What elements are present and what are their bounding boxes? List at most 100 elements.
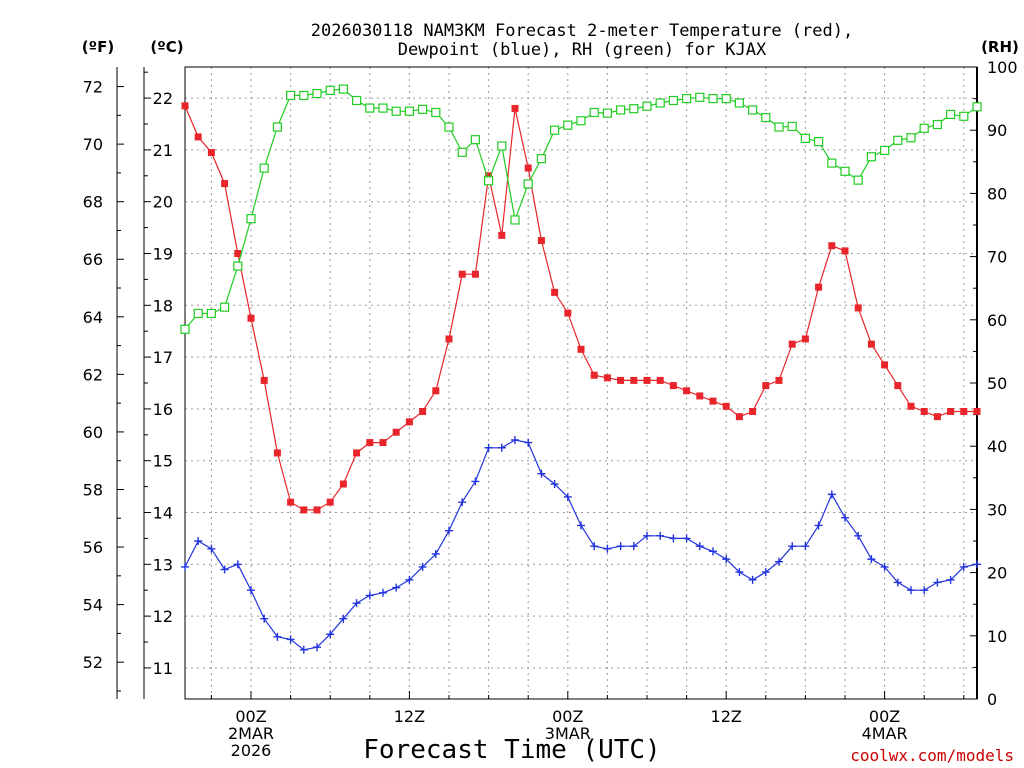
data-point [973,560,981,569]
data-point [339,614,348,623]
data-point [709,397,717,405]
data-point [352,95,362,106]
data-point [774,122,784,132]
data-point [775,557,783,566]
data-point [549,125,560,135]
celsius-axis-unit: (ºC) [150,38,183,56]
data-point [577,521,585,530]
data-point [180,324,190,334]
data-point [246,214,256,224]
data-point [431,107,441,118]
data-point [471,270,479,278]
chart-title-line2: Dewpoint (blue), RH (green) for KJAX [398,40,767,60]
rh-tick-label: 30 [987,500,1007,519]
data-point [947,407,955,415]
data-point [853,175,863,185]
data-point [920,407,928,415]
data-point [498,231,506,239]
data-point [630,376,638,384]
data-point [563,492,572,501]
data-point [642,101,652,111]
x-tick-label: 2026 [231,741,272,760]
data-point [458,498,467,507]
data-point [643,531,651,540]
data-point [907,402,915,410]
data-point [233,261,243,271]
data-point [220,565,229,574]
data-point [485,172,493,180]
data-point [523,179,533,189]
data-point [747,105,758,115]
fahrenheit-tick-label: 66 [83,250,103,269]
data-point [722,402,730,410]
fahrenheit-tick-label: 58 [83,480,103,499]
data-point [960,407,968,415]
rh-tick-label: 50 [987,374,1007,393]
data-point [206,308,216,319]
fahrenheit-tick-label: 54 [83,596,103,615]
data-point [735,413,743,421]
data-point [272,122,282,132]
data-point [629,104,639,114]
data-point [616,542,625,551]
data-point [906,133,916,143]
data-point [431,549,440,558]
x-tick-label: 00Z [235,707,266,726]
data-point [550,480,559,489]
data-point [880,562,889,571]
data-point [893,578,902,587]
data-point [828,242,836,250]
fahrenheit-tick-label: 68 [83,193,103,212]
data-point [735,568,744,577]
data-point [827,490,836,499]
celsius-tick-label: 11 [153,659,173,678]
data-point [471,477,480,486]
data-point [391,106,401,116]
data-point [669,534,678,543]
data-point [392,583,401,592]
data-point [866,152,877,162]
data-point [669,382,677,390]
celsius-tick-label: 22 [153,89,173,108]
data-point [484,443,493,452]
data-point [563,120,573,130]
fahrenheit-tick-label: 52 [83,653,103,672]
data-point [854,531,863,540]
data-point [536,154,547,164]
fahrenheit-tick-label: 60 [83,423,103,442]
celsius-tick-label: 21 [153,141,173,160]
data-point [959,111,969,121]
fahrenheit-tick-label: 70 [83,135,103,154]
data-point [313,506,321,514]
data-point [761,568,770,577]
data-point [920,586,929,595]
data-point [259,163,269,173]
data-point [352,599,361,608]
data-point [813,136,824,147]
data-point [233,560,242,569]
data-point [590,542,599,551]
rh-tick-label: 20 [987,564,1007,583]
data-point [721,93,731,104]
data-point [193,308,203,319]
data-point [366,439,374,447]
data-point [287,498,295,506]
data-point [709,547,717,556]
data-point [405,418,413,426]
data-point [326,498,334,506]
celsius-tick-label: 13 [153,555,173,574]
rh-tick-label: 70 [987,248,1007,267]
data-point [656,531,665,540]
data-point [379,588,387,597]
x-tick-label: 00Z [869,707,900,726]
fahrenheit-tick-label: 56 [83,538,103,557]
data-point [867,340,875,348]
data-point [457,147,467,157]
data-point [564,309,572,317]
x-tick-label: 12Z [394,707,425,726]
data-point [708,93,718,104]
data-point [194,133,202,141]
data-point [879,145,890,156]
data-point [695,542,704,551]
